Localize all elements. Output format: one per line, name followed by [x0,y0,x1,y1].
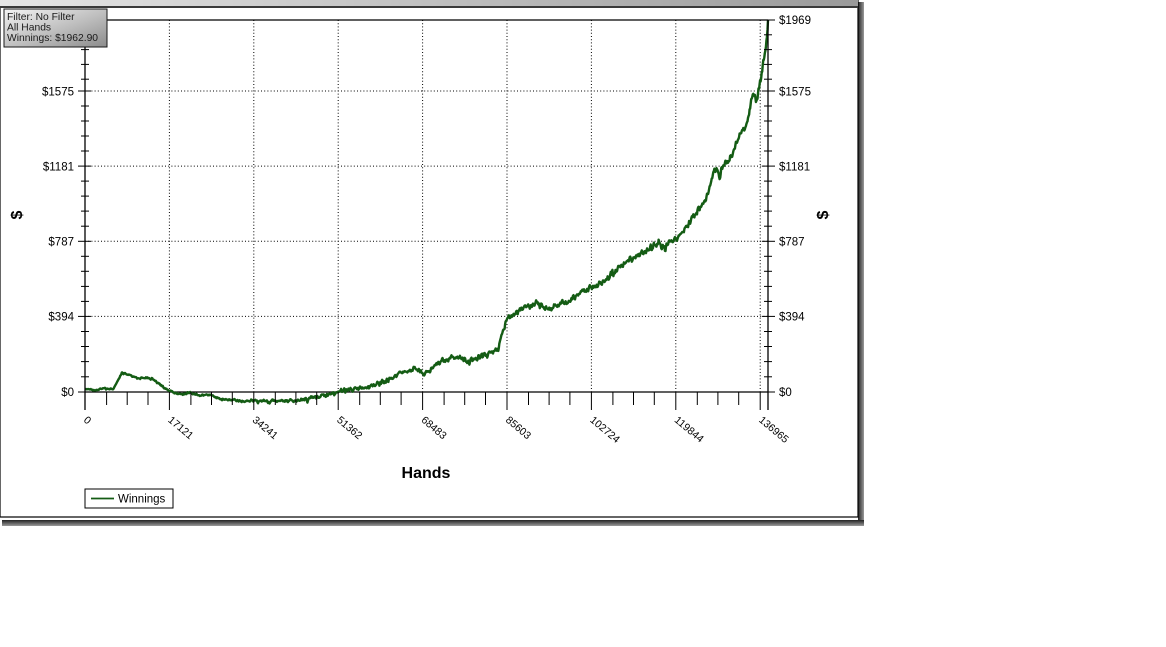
svg-text:$1575: $1575 [42,87,74,99]
svg-text:$1181: $1181 [779,162,810,174]
svg-text:$1181: $1181 [43,162,74,174]
svg-text:$: $ [815,210,832,219]
svg-text:$787: $787 [779,237,805,249]
svg-text:Filter: No Filter: Filter: No Filter [7,12,75,23]
svg-text:All Hands: All Hands [7,23,51,34]
svg-text:$0: $0 [61,387,74,399]
svg-text:$1969: $1969 [779,15,811,27]
svg-text:$394: $394 [48,312,74,324]
svg-text:$787: $787 [48,237,74,249]
svg-text:Winnings: $1962.90: Winnings: $1962.90 [7,33,98,44]
svg-text:$: $ [9,210,26,219]
svg-text:$0: $0 [779,387,792,399]
svg-text:$394: $394 [779,312,805,324]
svg-text:Hands: Hands [402,465,451,482]
svg-text:$1575: $1575 [779,87,811,99]
svg-text:Winnings: Winnings [118,494,166,506]
